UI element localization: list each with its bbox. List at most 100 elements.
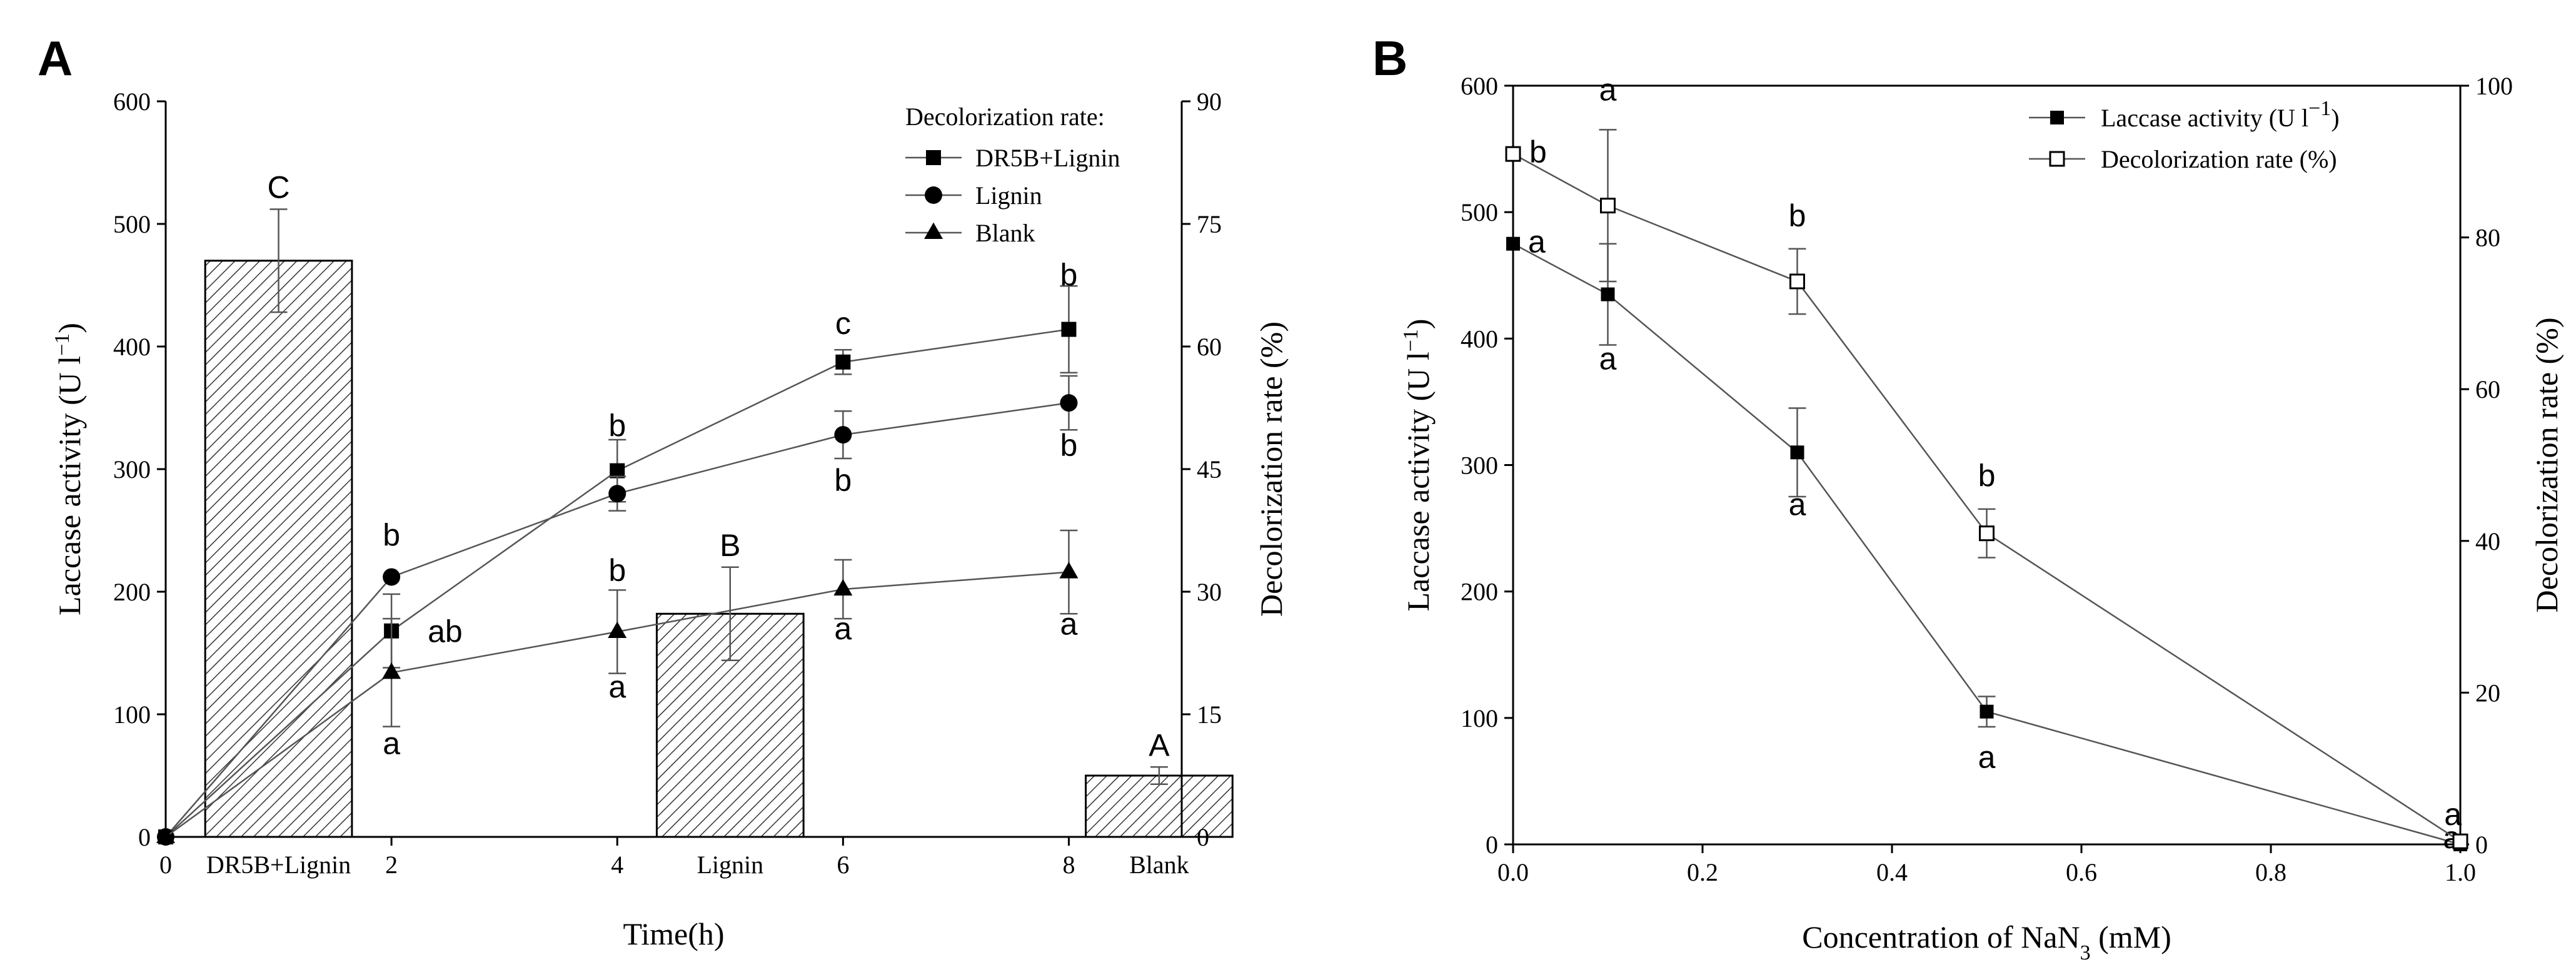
legend-label: DR5B+Lignin [975, 144, 1120, 172]
y-left-tick-label: 400 [113, 333, 151, 361]
legend-label: Laccase activity (U l−1) [2101, 97, 2340, 133]
data-point [1789, 273, 1805, 290]
y-right-tick-label: 60 [1197, 333, 1222, 361]
x-tick-label: 6 [837, 851, 849, 879]
significance-label: a [2444, 797, 2462, 832]
y-left-tick-label: 0 [1486, 831, 1498, 859]
significance-label: b [1529, 134, 1547, 170]
y-right-tick-label: 75 [1197, 210, 1222, 238]
x-axis-label-a: Time(h) [623, 916, 724, 951]
bars-group: C DR5B+Lignin B Lignin A Blank [204, 170, 1234, 879]
data-point [608, 621, 627, 639]
bar-category-label: DR5B+Lignin [206, 851, 351, 879]
legend-marker [924, 222, 943, 240]
legend-label: Decolorization rate (%) [2101, 145, 2337, 173]
significance-label: b [1978, 458, 1996, 494]
data-point [1059, 562, 1079, 579]
y-left-tick-label: 500 [1461, 198, 1498, 226]
legend-a: DR5B+Lignin Lignin Blank [905, 144, 1120, 247]
y-left-tick-label: 400 [1461, 325, 1498, 353]
x-tick-label: 0.8 [2255, 858, 2287, 886]
bar-category-label: Blank [1129, 851, 1189, 879]
data-point [833, 579, 853, 596]
significance-label: b [608, 408, 626, 443]
y-right-tick-label: 30 [1197, 578, 1222, 606]
y-axis-label-left-a: Laccase activity (U l−1) [51, 323, 88, 615]
data-point [608, 485, 626, 503]
y-right-tick-label: 40 [2475, 527, 2500, 555]
legend-label: Blank [975, 219, 1035, 247]
y-right-tick-label: 100 [2475, 72, 2513, 100]
x-axis-label-b: Concentration of NaN3 (mM) [1802, 919, 2171, 964]
significance-label: a [834, 611, 852, 646]
significance-label: c [835, 306, 851, 341]
y-left-tick-label: 300 [113, 455, 151, 483]
bar-significance-label: B [720, 528, 740, 563]
data-point [1061, 321, 1077, 337]
y-left-tick-label: 600 [1461, 72, 1498, 100]
y-axis-label-right-b: Decolorization rate (%) [2529, 318, 2564, 613]
legend-b: Laccase activity (U l−1) Decolorization r… [2029, 97, 2340, 173]
x-tick-label: 0 [159, 851, 172, 879]
y-left-tick-label: 200 [113, 578, 151, 606]
significance-label: b [1060, 428, 1078, 463]
x-tick-label: 0.4 [1876, 858, 1908, 886]
y-right-tick-label: 0 [2475, 831, 2488, 859]
data-point [383, 568, 401, 586]
significance-label: a [608, 669, 626, 704]
x-tick-label: 1.0 [2445, 858, 2476, 886]
significance-label: a [1528, 225, 1546, 260]
y-left-tick-label: 600 [113, 88, 151, 116]
significance-label: a [1060, 607, 1078, 642]
series-line [1512, 153, 2461, 843]
significance-label: a [1599, 73, 1617, 108]
series-lignin: b b b b [157, 375, 1078, 846]
legend-title-a: Decolorization rate: [905, 103, 1105, 131]
series-blank: a a a a [156, 529, 1079, 844]
data-point [1505, 146, 1521, 162]
data-point [1601, 287, 1615, 301]
x-tick-label: 0.6 [2066, 858, 2097, 886]
significance-label: ab [428, 614, 463, 649]
significance-label: b [1060, 258, 1078, 293]
x-tick-label: 4 [611, 851, 623, 879]
bar-category-label: Lignin [697, 851, 763, 879]
data-point [156, 826, 175, 844]
y-right-tick-label: 90 [1197, 88, 1222, 116]
legend-marker [2050, 111, 2064, 124]
data-point [2452, 833, 2468, 849]
significance-label: a [1599, 342, 1617, 377]
y-right-tick-label: 15 [1197, 701, 1222, 729]
data-point [1506, 236, 1520, 251]
data-point [835, 354, 851, 370]
y-axis-label-left-b: Laccase activity (U l−1) [1399, 319, 1436, 612]
significance-label: b [1789, 198, 1806, 233]
panel-letter-b: B [1372, 31, 1407, 86]
data-point [1979, 525, 1995, 542]
series-decolorization-rate: b a b b a [1505, 73, 2468, 849]
bar-significance-label: A [1149, 727, 1170, 762]
data-point [834, 426, 852, 444]
significance-label: b [834, 463, 852, 498]
legend-marker [925, 186, 942, 204]
y-left-tick-label: 500 [113, 210, 151, 238]
data-point [382, 662, 401, 679]
significance-label: b [608, 553, 626, 588]
x-tick-label: 0.0 [1497, 858, 1529, 886]
data-point [1790, 445, 1804, 460]
bar-significance-label: C [268, 170, 290, 205]
bar-dr5b-lignin [204, 260, 353, 838]
legend-label: Lignin [975, 181, 1042, 210]
data-point [1600, 198, 1616, 214]
y-right-tick-label: 80 [2475, 224, 2500, 252]
y-left-tick-label: 0 [138, 823, 151, 851]
y-left-tick-label: 200 [1461, 578, 1498, 606]
x-tick-label: 8 [1062, 851, 1075, 879]
legend-marker [926, 150, 941, 165]
y-right-tick-label: 60 [2475, 375, 2500, 403]
